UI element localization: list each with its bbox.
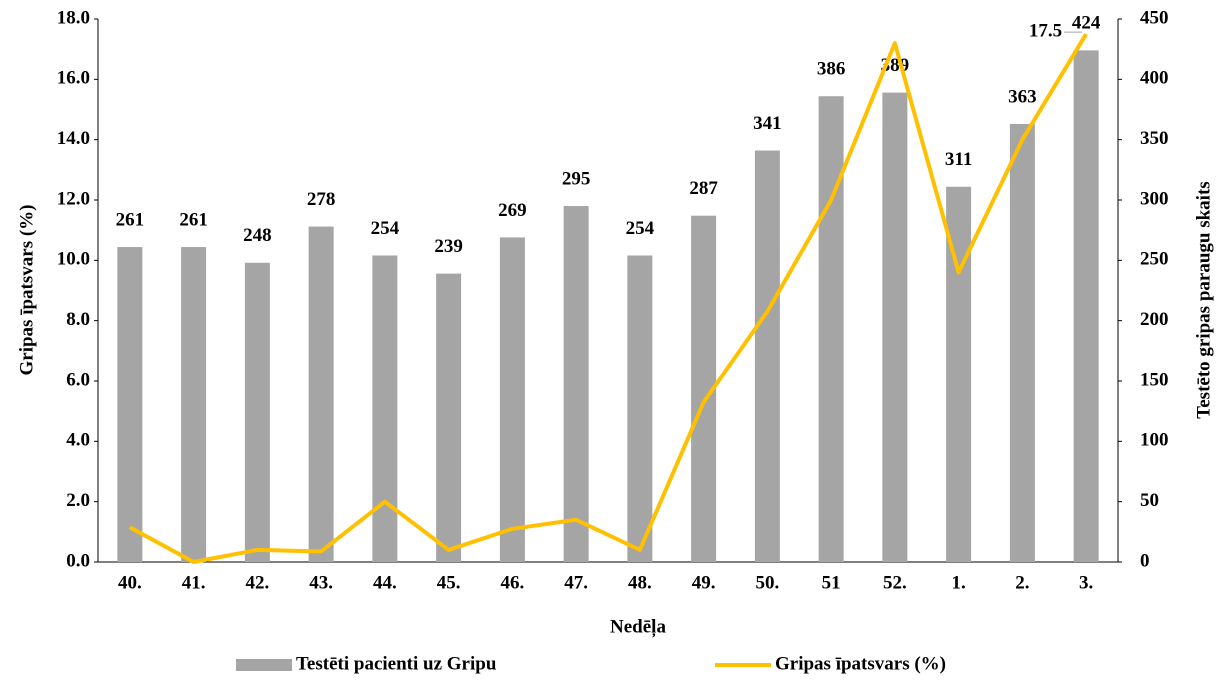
x-tick-label: 1. [952, 572, 966, 593]
x-tick-label: 43. [309, 572, 333, 593]
y2-tick-label: 450 [1140, 7, 1169, 28]
y-tick-label: 8.0 [66, 309, 90, 330]
bar-value-label: 278 [307, 189, 336, 210]
bar-value-label: 295 [562, 168, 591, 189]
y2-tick-label: 300 [1140, 188, 1169, 209]
y-tick-label: 10.0 [57, 249, 90, 270]
y2-axis-title: Testēto gripas paraugu skaits [1193, 181, 1214, 418]
y-tick-label: 4.0 [66, 430, 90, 451]
bar [117, 247, 143, 562]
y2-tick-label: 400 [1140, 68, 1169, 89]
y2-tick-label: 100 [1140, 430, 1169, 451]
x-tick-label: 51 [822, 572, 841, 593]
x-tick-label: 2. [1015, 572, 1029, 593]
bar [563, 206, 589, 563]
bar [436, 273, 462, 562]
bar-value-label: 248 [243, 225, 272, 246]
y-tick-label: 16.0 [57, 68, 90, 89]
x-tick-label: 42. [246, 572, 270, 593]
bar [499, 237, 525, 562]
y2-tick-label: 0 [1140, 550, 1150, 571]
bar [754, 150, 780, 562]
y2-tick-label: 50 [1140, 490, 1159, 511]
y-tick-label: 6.0 [66, 369, 90, 390]
line-series [128, 33, 1088, 564]
bar-value-label: 261 [179, 209, 208, 230]
line-value-label: 17.5 [1029, 20, 1062, 41]
x-axis-title: Nedēļa [610, 616, 666, 637]
x-tick-label: 47. [564, 572, 588, 593]
y2-tick-label: 250 [1140, 249, 1169, 270]
bar [882, 92, 908, 563]
bar-value-label: 287 [689, 178, 718, 199]
x-tick-label: 45. [437, 572, 461, 593]
bar-value-label: 254 [626, 218, 655, 239]
x-tick-label: 49. [692, 572, 716, 593]
x-tick-label: 44. [373, 572, 397, 593]
bar-value-label: 424 [1072, 13, 1101, 34]
y-tick-label: 2.0 [66, 490, 90, 511]
x-tick-label: 46. [501, 572, 525, 593]
bar [308, 226, 334, 562]
y-tick-label: 0.0 [66, 550, 90, 571]
x-tick-label: 40. [118, 572, 142, 593]
bar [1009, 123, 1035, 562]
x-tick-label: 3. [1079, 572, 1093, 593]
x-tick-label: 52. [883, 572, 907, 593]
bar [627, 255, 653, 563]
y-axis-title: Gripas īpatsvars (%) [16, 205, 37, 376]
legend-label: Gripas īpatsvars (%) [775, 653, 946, 674]
legend-swatch [236, 659, 292, 671]
bar-value-label: 269 [498, 200, 527, 221]
bar-value-label: 254 [371, 218, 400, 239]
bar [244, 262, 270, 562]
bar-value-label: 386 [817, 59, 846, 80]
x-tick-label: 50. [756, 572, 780, 593]
bar-value-label: 341 [753, 113, 782, 134]
bar [372, 255, 398, 563]
y2-tick-label: 350 [1140, 128, 1169, 149]
y-tick-label: 12.0 [57, 188, 90, 209]
bar [1073, 50, 1099, 563]
x-tick-label: 48. [628, 572, 652, 593]
legend-label: Testēti pacienti uz Gripu [296, 653, 497, 674]
bar [181, 247, 207, 562]
y2-tick-label: 200 [1140, 309, 1169, 330]
y-tick-label: 18.0 [57, 7, 90, 28]
y-tick-label: 14.0 [57, 128, 90, 149]
bar-value-label: 239 [434, 236, 463, 257]
bar-value-label: 261 [116, 209, 145, 230]
bar-value-label: 363 [1008, 86, 1037, 107]
bar-value-label: 311 [945, 149, 972, 170]
bar [818, 96, 844, 562]
x-tick-label: 41. [182, 572, 206, 593]
y2-tick-label: 150 [1140, 369, 1169, 390]
